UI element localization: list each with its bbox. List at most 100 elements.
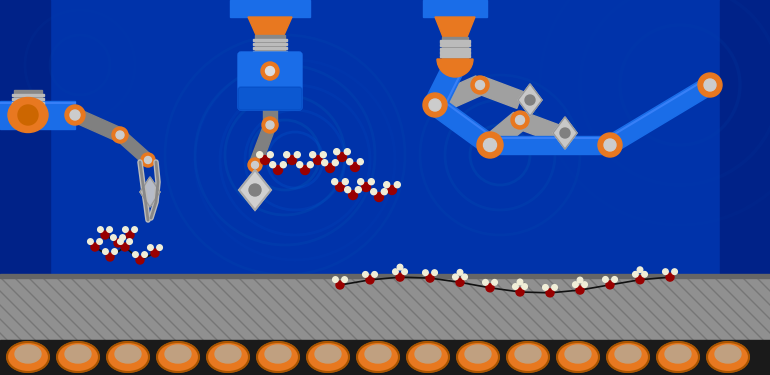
Circle shape [638,267,643,273]
Bar [255,35,285,59]
Circle shape [343,179,348,185]
Circle shape [366,276,374,284]
Polygon shape [425,60,465,110]
Bar [14,90,42,115]
Ellipse shape [657,342,699,372]
Circle shape [267,152,273,158]
Circle shape [132,227,137,232]
Circle shape [350,162,360,171]
Circle shape [370,189,377,195]
Circle shape [248,158,262,172]
Polygon shape [248,17,292,35]
Circle shape [552,285,557,290]
Ellipse shape [265,345,291,363]
Circle shape [515,116,524,124]
Ellipse shape [707,342,749,372]
Circle shape [578,277,583,283]
Circle shape [266,66,274,75]
Circle shape [266,121,274,129]
Ellipse shape [215,345,241,363]
Circle shape [300,165,310,174]
Bar [230,0,310,17]
Ellipse shape [257,342,299,372]
Circle shape [606,281,614,289]
Circle shape [157,245,162,250]
Circle shape [484,138,497,152]
Polygon shape [553,117,577,149]
Circle shape [101,231,109,239]
Circle shape [126,231,134,239]
Circle shape [252,162,259,168]
Polygon shape [435,17,475,37]
Circle shape [368,179,374,185]
Polygon shape [490,136,610,154]
Circle shape [310,152,316,158]
Circle shape [476,81,484,90]
Circle shape [387,186,397,195]
Polygon shape [605,77,715,153]
Circle shape [456,278,464,286]
Circle shape [320,152,326,158]
Circle shape [151,249,159,257]
Bar [423,0,487,17]
Circle shape [270,162,276,168]
Circle shape [358,179,363,185]
Circle shape [249,184,261,196]
Bar [0,0,50,375]
Circle shape [363,272,368,277]
Circle shape [516,288,524,296]
Bar [12,111,44,113]
Circle shape [522,284,527,290]
Bar [12,102,44,105]
Circle shape [671,269,678,274]
Circle shape [322,160,328,166]
Polygon shape [429,97,496,153]
Circle shape [261,62,279,80]
Circle shape [546,289,554,297]
Circle shape [477,132,503,158]
Circle shape [97,239,102,244]
Circle shape [560,128,570,138]
Circle shape [122,227,129,232]
Bar [440,55,470,57]
Polygon shape [249,123,276,167]
Ellipse shape [457,342,499,372]
Bar [253,47,287,49]
Circle shape [582,282,588,287]
Circle shape [132,252,139,257]
Circle shape [121,243,129,251]
Circle shape [142,252,147,257]
Circle shape [513,284,518,290]
Circle shape [337,153,346,162]
Circle shape [273,165,283,174]
Circle shape [91,243,99,251]
Circle shape [393,269,398,274]
Circle shape [260,156,269,165]
Circle shape [107,227,112,232]
Circle shape [294,152,300,158]
Circle shape [70,110,80,120]
Circle shape [525,95,535,105]
Circle shape [102,249,109,254]
Circle shape [471,76,489,94]
Circle shape [98,227,103,232]
Bar [253,55,287,57]
Bar [440,40,470,42]
Circle shape [603,277,608,282]
Circle shape [114,239,122,247]
Circle shape [18,105,38,125]
Ellipse shape [515,345,541,363]
Circle shape [116,131,124,139]
Circle shape [112,127,128,143]
Circle shape [313,156,323,165]
Polygon shape [431,76,484,114]
Ellipse shape [407,342,449,372]
Polygon shape [484,112,527,153]
Polygon shape [116,130,152,165]
Circle shape [349,190,357,200]
Circle shape [573,282,578,287]
Circle shape [511,111,529,129]
Ellipse shape [607,342,649,372]
Circle shape [429,99,441,111]
Circle shape [394,182,400,188]
